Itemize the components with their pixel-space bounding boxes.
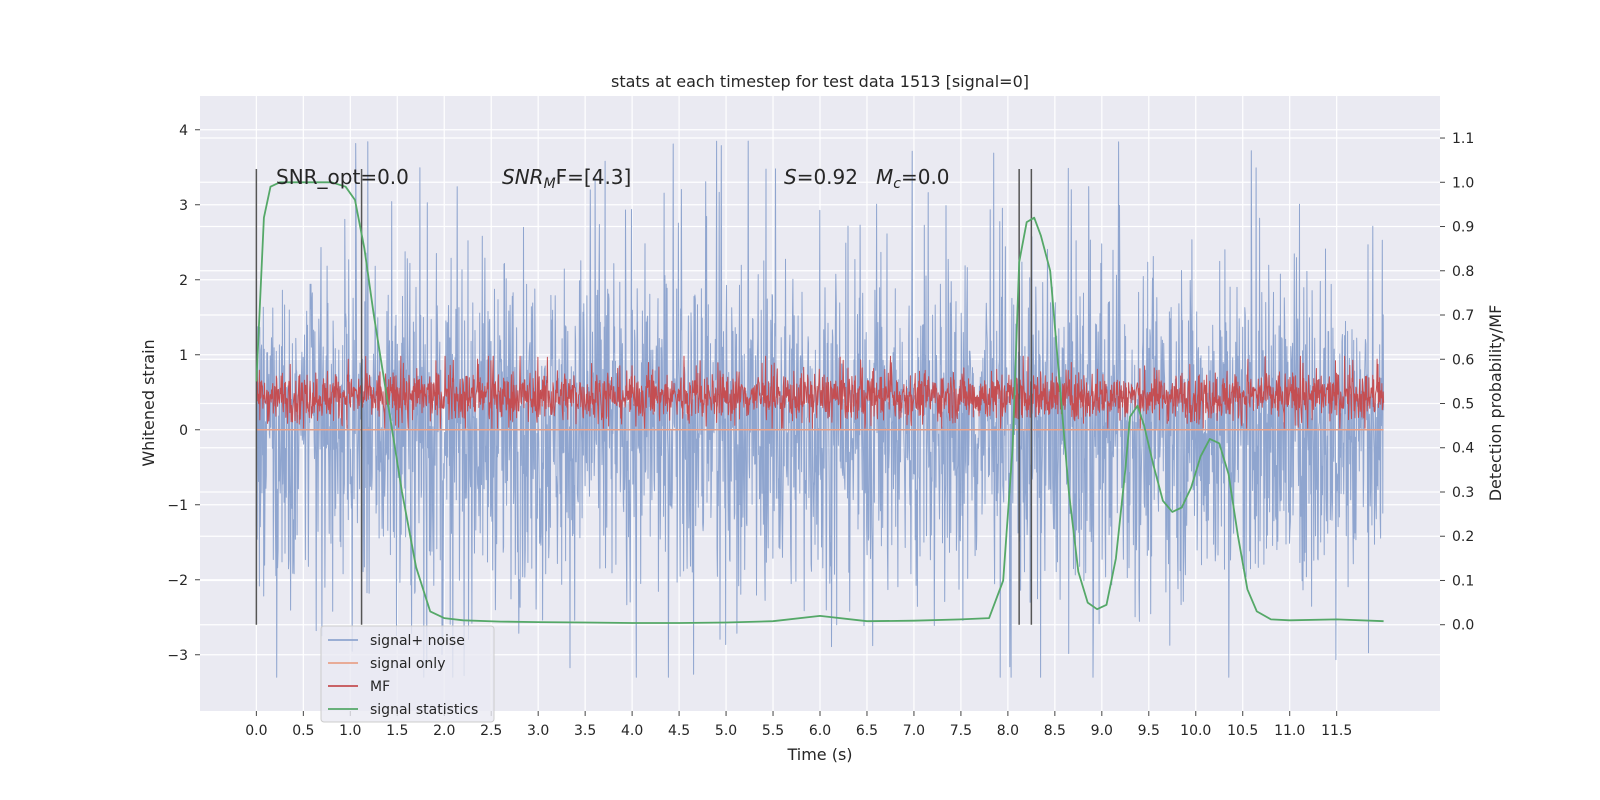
y-tick-label: −3 (167, 648, 188, 664)
y-tick-label: −2 (167, 573, 188, 589)
x-tick-label: 5.5 (762, 723, 784, 739)
legend-label-noise: signal+ noise (370, 633, 465, 649)
mc-base: M (876, 165, 893, 189)
annotation-snr-opt: SNR_opt=0.0 (276, 165, 409, 189)
x-tick-label: 5.0 (715, 723, 737, 739)
snr-mf-base: SNR (502, 165, 544, 189)
series-line-3 (255, 181, 1384, 624)
x-tick-label: 10.0 (1180, 723, 1211, 739)
x-tick-label: 2.0 (433, 723, 455, 739)
y2-tick-label: 0.3 (1452, 485, 1474, 501)
y2-tick-label: 0.8 (1452, 264, 1474, 280)
y2-axis-label: Detection probability/MF (1486, 305, 1505, 502)
x-tick-label: 9.5 (1138, 723, 1160, 739)
x-tick-label: 3.0 (527, 723, 549, 739)
x-tick-label: 1.0 (339, 723, 361, 739)
y2-tick-label: 1.0 (1452, 175, 1474, 191)
x-tick-label: 1.5 (386, 723, 408, 739)
y2-tick-label: 0.9 (1452, 220, 1474, 236)
snr-mf-sub: M (544, 176, 556, 192)
y2-tick-label: 0.1 (1452, 573, 1474, 589)
y-axis-label: Whitened strain (139, 339, 158, 466)
series-line-2 (255, 355, 1385, 429)
plot-area (255, 140, 1385, 678)
x-tick-label: 8.5 (1044, 723, 1066, 739)
y2-tick-label: 0.5 (1452, 397, 1474, 413)
y2-tick-label: 0.2 (1452, 529, 1474, 545)
ticks: 0.0 0.5 1.0 1.5 2.0 2.5 3.0 3.5 4.0 4.5 5.0 5.5 6.0 6… (167, 123, 1474, 739)
s-base: S (784, 165, 797, 189)
y-tick-label: 3 (179, 198, 188, 214)
x-tick-label: 10.5 (1227, 723, 1258, 739)
y-tick-label: 0 (179, 423, 188, 439)
legend: signal+ noise signal only MF signal stat… (320, 625, 495, 723)
annotation-s-mc: S=0.92 Mc=0.0 (784, 165, 950, 192)
chart-title: stats at each timestep for test data 151… (611, 72, 1029, 91)
x-tick-label: 0.0 (245, 723, 267, 739)
y-tick-label: 1 (179, 348, 188, 364)
y-tick-label: 4 (179, 123, 188, 139)
x-tick-label: 7.5 (950, 723, 972, 739)
s-rest: =0.92 (797, 165, 858, 189)
legend-label-signal-statistics: signal statistics (370, 702, 478, 718)
legend-box (320, 625, 495, 723)
y2-tick-label: 0.7 (1452, 308, 1474, 324)
legend-label-mf: MF (370, 679, 390, 695)
y2-tick-label: 0.0 (1452, 618, 1474, 634)
x-tick-label: 11.5 (1321, 723, 1352, 739)
y2-tick-label: 0.4 (1452, 441, 1474, 457)
x-tick-label: 4.5 (668, 723, 690, 739)
mc-rest: =0.0 (901, 165, 950, 189)
legend-label-signal-only: signal only (370, 656, 445, 672)
y-tick-label: −1 (167, 498, 188, 514)
x-tick-label: 8.0 (997, 723, 1019, 739)
x-tick-label: 3.5 (574, 723, 596, 739)
snr-mf-rest: F=[4.3] (556, 165, 632, 189)
x-tick-label: 11.0 (1274, 723, 1305, 739)
mc-sub: c (893, 176, 901, 192)
x-tick-label: 9.0 (1091, 723, 1113, 739)
series-line-0 (255, 140, 1385, 678)
x-tick-label: 6.5 (856, 723, 878, 739)
x-tick-label: 4.0 (621, 723, 643, 739)
y2-tick-label: 1.1 (1452, 131, 1474, 147)
x-tick-label: 2.5 (480, 723, 502, 739)
x-axis-label: Time (s) (786, 745, 852, 764)
x-tick-label: 7.0 (903, 723, 925, 739)
y2-tick-label: 0.6 (1452, 352, 1474, 368)
annotation-snr-mf: SNRMF=[4.3] (502, 165, 631, 192)
x-tick-label: 0.5 (292, 723, 314, 739)
x-tick-label: 6.0 (809, 723, 831, 739)
y-tick-label: 2 (179, 273, 188, 289)
